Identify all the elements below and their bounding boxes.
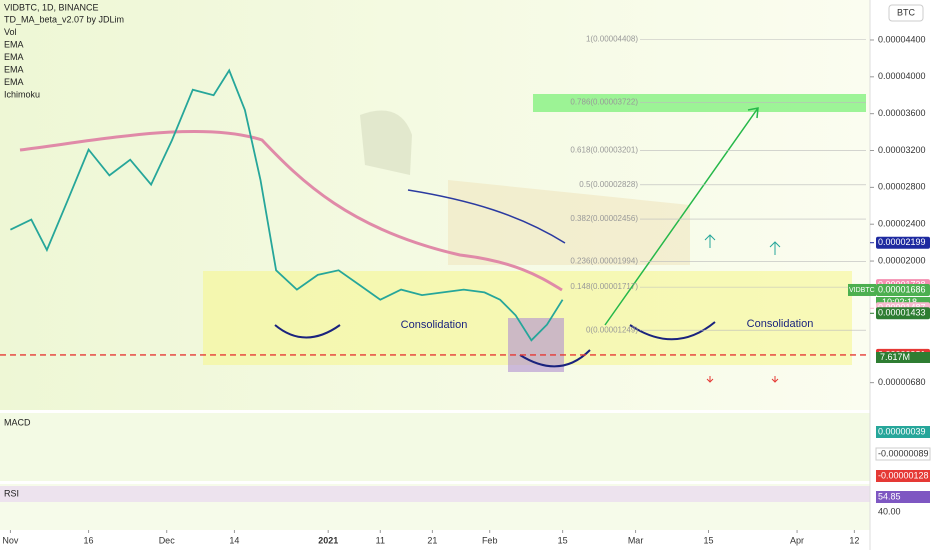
indicator-label: EMA <box>4 64 24 74</box>
cloud <box>448 180 690 265</box>
fib-label: 0.786(0.00003722) <box>570 98 638 107</box>
x-tick-label: 14 <box>229 535 239 545</box>
indicator-value: 40.00 <box>878 506 901 516</box>
indicator-label: TD_MA_beta_v2.07 by JDLim <box>4 14 124 24</box>
indicator-label: EMA <box>4 39 24 49</box>
countdown: 10:02:18 <box>882 297 917 307</box>
y-tick-label: 0.00002400 <box>878 219 926 229</box>
price-line <box>10 68 564 342</box>
x-tick-label: 2021 <box>318 535 338 545</box>
annotation: Consolidation <box>401 319 468 331</box>
y-tick-label: 0.00003200 <box>878 145 926 155</box>
x-tick-label: 15 <box>558 535 568 545</box>
volume-tag <box>876 352 930 363</box>
fib-label: 0(0.00001249) <box>586 325 638 334</box>
indicator-tag <box>875 447 931 461</box>
indicator-label: EMA <box>4 52 24 62</box>
x-tick-label: Mar <box>628 535 644 545</box>
fib-label: 0.618(0.00003201) <box>570 146 638 155</box>
fib-label: 1(0.00004408) <box>586 34 638 43</box>
arrow <box>706 376 779 383</box>
rsi-title: RSI <box>4 488 19 498</box>
x-tick-label: 11 <box>376 535 385 545</box>
indicator-tag <box>876 426 930 438</box>
macd-pane <box>0 413 870 481</box>
price-tag-label: 0.00001686 <box>878 284 926 294</box>
rsi-band <box>0 486 870 502</box>
target-zone <box>533 94 866 112</box>
fib-label: 0.382(0.00002456) <box>570 214 638 223</box>
arc <box>629 321 716 341</box>
annotation: Consolidation <box>747 318 814 330</box>
fib-label: 0.236(0.00001994) <box>570 257 638 266</box>
y-tick-label: 0.00004000 <box>878 71 926 81</box>
x-tick-label: 16 <box>84 535 94 545</box>
y-tick-label: 0.00000680 <box>878 377 926 387</box>
price-tag <box>876 283 930 296</box>
price-tag <box>876 236 930 249</box>
x-tick-label: Dec <box>159 535 176 545</box>
y-tick-label: 0.00004400 <box>878 34 926 44</box>
price-tag-label: 0.00001433 <box>878 308 926 318</box>
indicator-tag <box>876 491 930 503</box>
y-tick-label: 0.00003600 <box>878 108 926 118</box>
y-tick-label: 0.00002800 <box>878 182 926 192</box>
indicator-value: 0.00000039 <box>878 426 926 436</box>
x-tick-label: 12 <box>849 535 859 545</box>
ema-line <box>19 129 563 292</box>
chart-title: VIDBTC, 1D, BINANCE <box>4 2 99 12</box>
x-tick-label: Apr <box>790 535 804 545</box>
volume-label: 7.617M <box>880 352 910 362</box>
indicator-value: -0.00000128 <box>878 470 929 480</box>
x-tick-label: Feb <box>482 535 498 545</box>
price-tag-label: 0.00002199 <box>878 237 926 247</box>
fib-label: 0.5(0.00002828) <box>579 180 638 189</box>
cloud <box>360 110 412 175</box>
ema-line <box>407 189 566 244</box>
arrow <box>604 107 759 326</box>
arrow <box>704 234 781 255</box>
price-tag <box>848 283 876 296</box>
currency[interactable]: BTC <box>897 7 916 17</box>
indicator-tag <box>876 470 930 482</box>
x-tick-label: 21 <box>427 535 437 545</box>
macd-title: MACD <box>4 417 31 427</box>
currency-button[interactable] <box>888 4 924 22</box>
fib-label: 0.148(0.00001717) <box>570 282 638 291</box>
indicator-value: -0.00000089 <box>878 448 929 458</box>
y-tick-label: 0.00002000 <box>878 255 926 265</box>
indicator-value: 54.85 <box>878 491 901 501</box>
arc <box>274 324 341 339</box>
x-tick-label: Nov <box>2 535 19 545</box>
symbol-label: VIDBTC <box>849 287 875 294</box>
x-tick-label: 15 <box>703 535 713 545</box>
indicator-label: EMA <box>4 77 24 87</box>
price-tag <box>876 307 930 320</box>
indicator-label: Vol <box>4 27 17 37</box>
indicator-label: Ichimoku <box>4 89 40 99</box>
